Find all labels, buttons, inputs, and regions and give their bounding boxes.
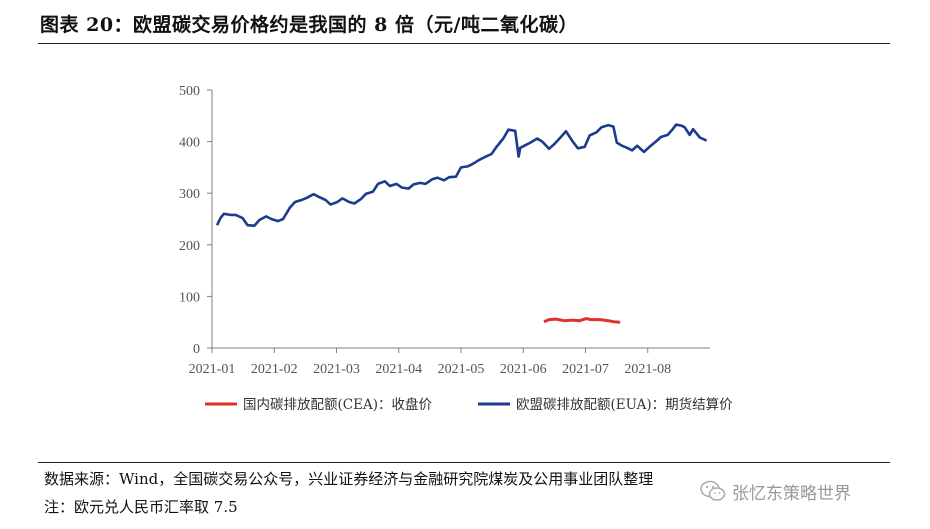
watermark-text: 张忆东策略世界	[732, 483, 851, 504]
y-tick-label: 0	[193, 342, 200, 357]
source-text: 数据来源：Wind，全国碳交易公众号，兴业证券经济与金融研究院煤炭及公用事业团队…	[44, 470, 654, 488]
x-tick-label: 2021-08	[624, 362, 671, 377]
chart-legend: 国内碳排放配额(CEA)：收盘价 欧盟碳排放配额(EUA)：期货结算价	[205, 396, 733, 413]
x-tick-label: 2021-06	[500, 362, 547, 377]
chart-axes: 0 100 200 300 400 500 2021-01 2021-02 2021-03 202…	[179, 84, 710, 377]
chart-series	[215, 123, 708, 324]
y-tick-label: 500	[179, 84, 200, 99]
note-text: 注：欧元兑人民币汇率取 7.5	[44, 498, 238, 516]
y-tick-label: 200	[179, 239, 200, 254]
line-chart: 0 100 200 300 400 500 2021-01 2021-02 2021-03 202…	[179, 84, 733, 413]
figure-title: 图表 20：欧盟碳交易价格约是我国的 8 倍（元/吨二氧化碳）	[40, 14, 578, 36]
cea-series-line	[543, 317, 621, 324]
watermark: 张忆东策略世界	[700, 478, 900, 504]
source-rule	[38, 462, 890, 463]
y-tick-label: 300	[179, 187, 200, 202]
x-tick-label: 2021-04	[375, 362, 422, 377]
wechat-icon	[700, 480, 726, 501]
x-tick-label: 2021-02	[251, 362, 298, 377]
legend-label: 国内碳排放配额(CEA)：收盘价	[243, 396, 432, 413]
y-tick-label: 400	[179, 136, 200, 151]
x-tick-label: 2021-03	[313, 362, 360, 377]
legend-label: 欧盟碳排放配额(EUA)：期货结算价	[516, 396, 733, 413]
x-tick-label: 2021-01	[189, 362, 236, 377]
eua-series-line	[215, 123, 708, 227]
title-rule	[38, 43, 890, 44]
y-tick-label: 100	[179, 290, 200, 305]
x-tick-label: 2021-05	[438, 362, 485, 377]
x-tick-label: 2021-07	[562, 362, 609, 377]
